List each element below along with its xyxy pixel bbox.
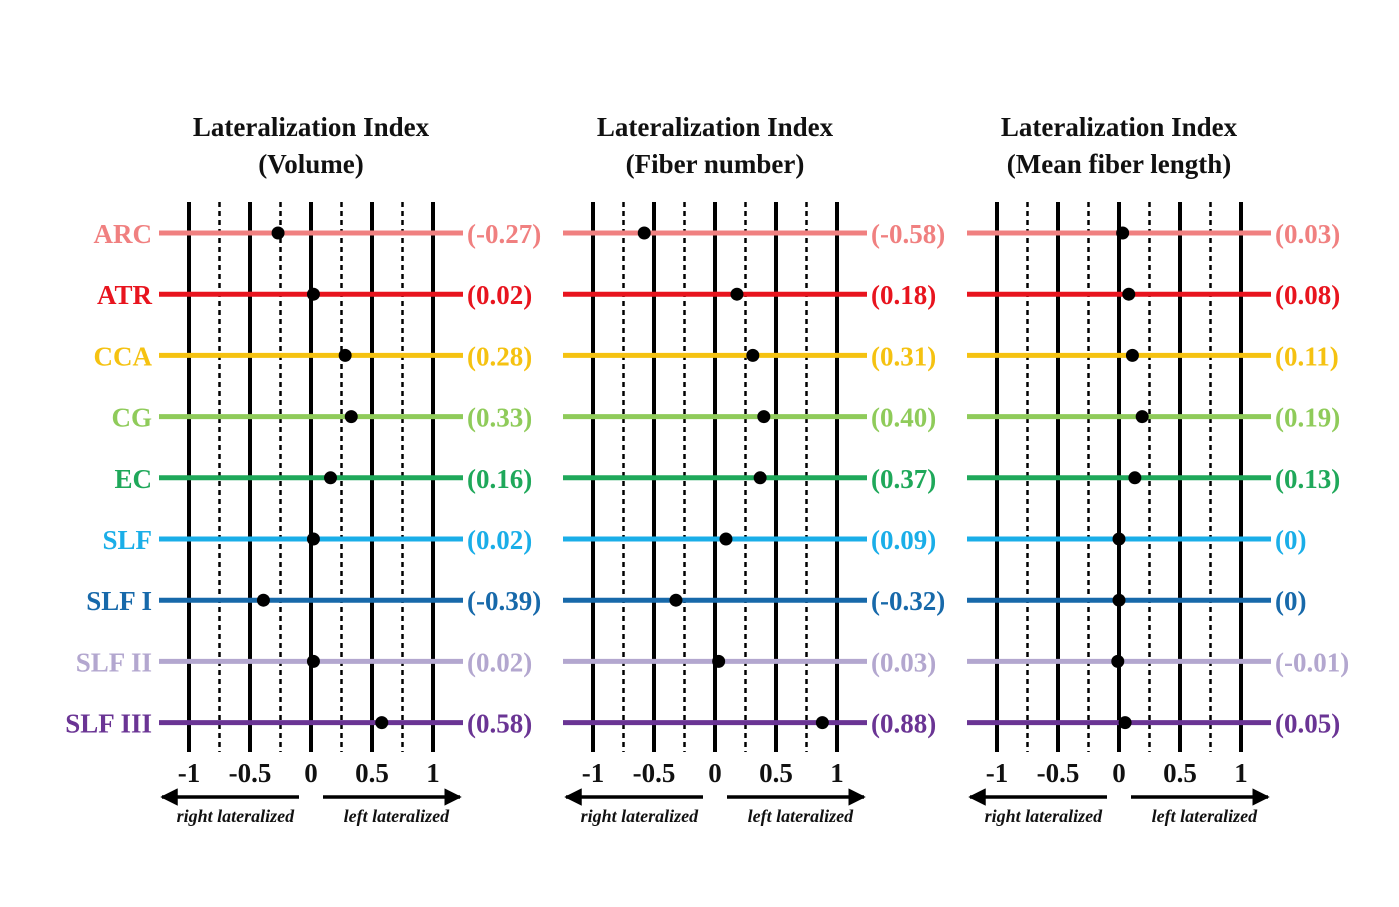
data-point	[757, 410, 771, 424]
value-label: (0.88)	[871, 709, 936, 739]
x-tick-label: -0.5	[633, 758, 676, 788]
value-label: (0.08)	[1275, 280, 1340, 310]
data-point	[256, 593, 270, 607]
right-lateralized-label: right lateralized	[581, 806, 700, 826]
data-point	[730, 287, 744, 301]
value-label: (0.18)	[871, 280, 936, 310]
x-tick-label: -1	[986, 758, 1009, 788]
tract-label: EC	[114, 464, 152, 494]
value-label: (0.58)	[467, 709, 532, 739]
chart-panel-2: Lateralization Index (Fiber number) (-0.58…	[563, 112, 945, 826]
x-tick-label: 1	[1234, 758, 1248, 788]
data-point	[1118, 716, 1132, 730]
data-point	[669, 593, 683, 607]
data-point	[338, 348, 352, 362]
data-point	[637, 226, 651, 240]
data-point	[344, 410, 358, 424]
data-point	[1111, 654, 1125, 668]
value-label: (0.09)	[871, 525, 936, 555]
data-point	[271, 226, 285, 240]
data-point	[306, 654, 320, 668]
value-label: (0.37)	[871, 464, 936, 494]
chart-title-line2: (Fiber number)	[626, 149, 805, 179]
x-tick-label: 1	[426, 758, 440, 788]
value-label: (0)	[1275, 586, 1306, 616]
tract-label: SLF I	[86, 586, 152, 616]
value-label: (-0.39)	[467, 586, 541, 616]
data-point	[815, 716, 829, 730]
value-label: (0.02)	[467, 280, 532, 310]
right-lateralized-label: right lateralized	[177, 806, 296, 826]
x-tick-label: 0.5	[759, 758, 793, 788]
value-label: (0.33)	[467, 403, 532, 433]
data-point	[712, 654, 726, 668]
tract-label: SLF II	[76, 647, 152, 677]
data-point	[1112, 593, 1126, 607]
chart-title-line1: Lateralization Index	[193, 112, 430, 142]
data-point	[1112, 532, 1126, 546]
data-point	[375, 716, 389, 730]
tract-label: SLF	[102, 525, 152, 555]
chart-title-line1: Lateralization Index	[597, 112, 834, 142]
chart-title-line2: (Mean fiber length)	[1007, 149, 1231, 179]
x-tick-label: 1	[830, 758, 844, 788]
tract-label: ATR	[97, 280, 153, 310]
x-tick-label: -1	[582, 758, 605, 788]
data-point	[306, 287, 320, 301]
value-label: (0.40)	[871, 403, 936, 433]
value-label: (0.16)	[467, 464, 532, 494]
value-label: (0.05)	[1275, 709, 1340, 739]
value-label: (-0.32)	[871, 586, 945, 616]
data-point	[1116, 226, 1130, 240]
right-lateralized-label: right lateralized	[985, 806, 1104, 826]
data-point	[324, 471, 338, 485]
chart-panel-1: Lateralization Index (Volume) ARC (-0.27) AT…	[65, 112, 541, 826]
data-point	[1128, 471, 1142, 485]
data-point	[306, 532, 320, 546]
x-tick-label: 0	[304, 758, 318, 788]
x-tick-label: -0.5	[229, 758, 272, 788]
value-label: (0.28)	[467, 341, 532, 371]
tract-label: ARC	[94, 219, 153, 249]
data-point	[753, 471, 767, 485]
left-lateralized-label: left lateralized	[1152, 806, 1258, 826]
tract-label: CCA	[94, 341, 153, 371]
chart-panel-3: Lateralization Index (Mean fiber length) (…	[967, 112, 1349, 826]
value-label: (0)	[1275, 525, 1306, 555]
chart-title-line2: (Volume)	[258, 149, 364, 179]
data-point	[1122, 287, 1136, 301]
value-label: (0.31)	[871, 341, 936, 371]
value-label: (-0.27)	[467, 219, 541, 249]
value-label: (-0.01)	[1275, 647, 1349, 677]
x-tick-label: 0	[708, 758, 722, 788]
data-point	[746, 348, 760, 362]
x-tick-label: 0	[1112, 758, 1126, 788]
chart-title-line1: Lateralization Index	[1001, 112, 1238, 142]
value-label: (0.19)	[1275, 403, 1340, 433]
value-label: (-0.58)	[871, 219, 945, 249]
value-label: (0.02)	[467, 647, 532, 677]
x-tick-label: 0.5	[355, 758, 389, 788]
value-label: (0.03)	[871, 647, 936, 677]
left-lateralized-label: left lateralized	[344, 806, 450, 826]
value-label: (0.02)	[467, 525, 532, 555]
x-tick-label: 0.5	[1163, 758, 1197, 788]
left-lateralized-label: left lateralized	[748, 806, 854, 826]
value-label: (0.03)	[1275, 219, 1340, 249]
tract-label: CG	[112, 403, 153, 433]
data-point	[1135, 410, 1149, 424]
x-tick-label: -1	[178, 758, 201, 788]
tract-label: SLF III	[65, 709, 152, 739]
data-point	[719, 532, 733, 546]
data-point	[1125, 348, 1139, 362]
value-label: (0.13)	[1275, 464, 1340, 494]
x-tick-label: -0.5	[1037, 758, 1080, 788]
value-label: (0.11)	[1275, 341, 1339, 371]
